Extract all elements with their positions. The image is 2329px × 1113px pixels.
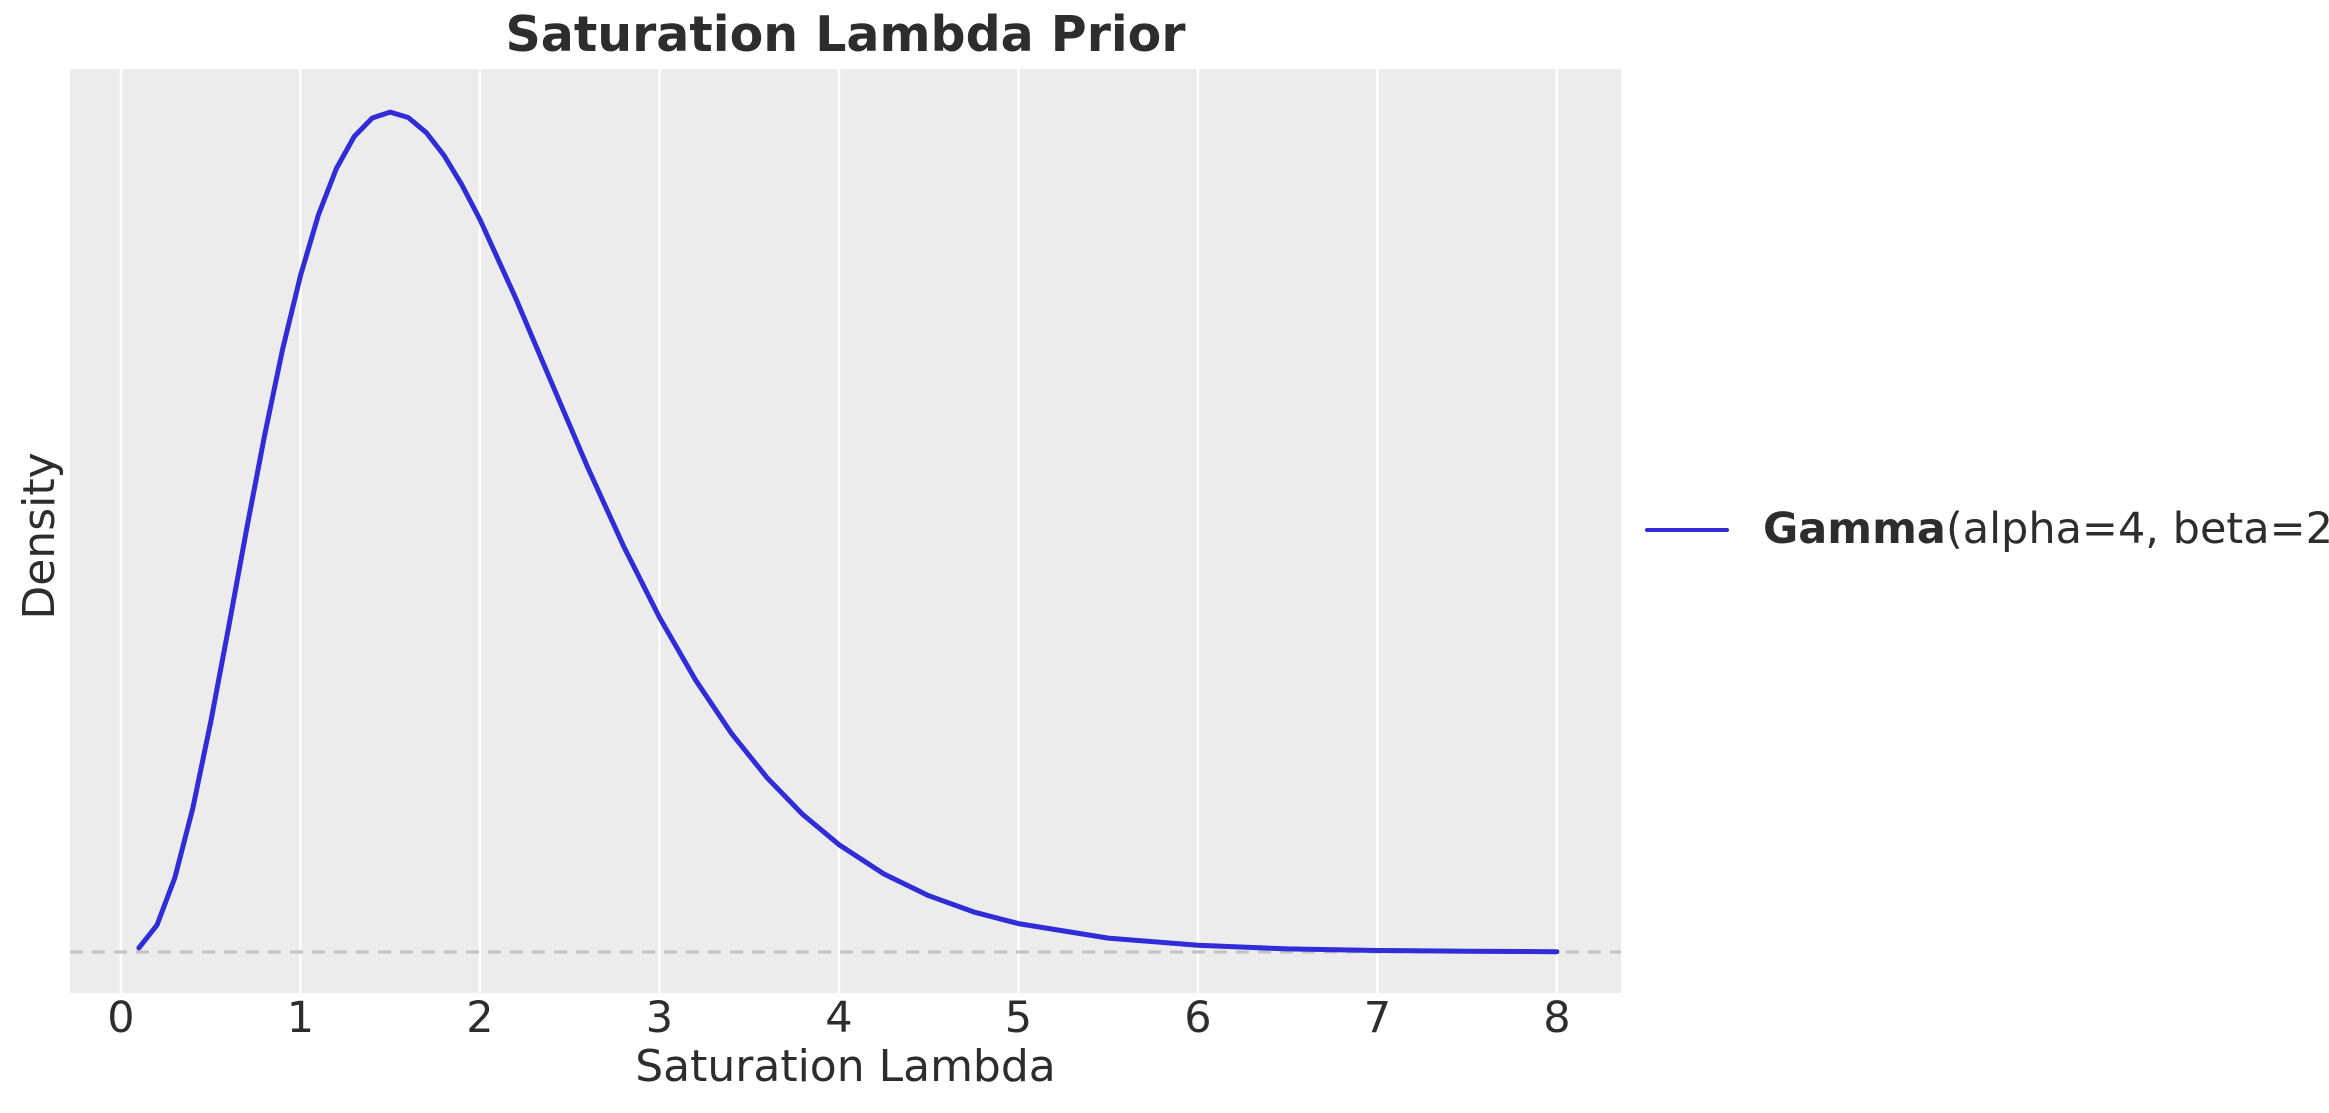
legend: Gamma(alpha=4, beta=2): [1645, 504, 2329, 556]
x-tick-label: 0: [107, 993, 135, 1043]
gamma-density-curve: [136, 109, 1560, 955]
plot-area: [70, 69, 1621, 993]
x-tick-label: 2: [466, 993, 494, 1043]
x-axis-label: Saturation Lambda: [635, 1041, 1056, 1092]
x-tick-label: 3: [645, 993, 674, 1043]
legend-line-gamma: [1645, 527, 1729, 532]
x-tick-label: 7: [1363, 993, 1392, 1043]
x-tick-label: 8: [1543, 993, 1571, 1043]
x-tick-label: 1: [286, 993, 315, 1043]
legend-label-distribution: Gamma: [1763, 504, 1946, 554]
legend-label: Gamma(alpha=4, beta=2): [1763, 504, 2329, 556]
plot-canvas: [70, 69, 1621, 993]
chart-title: Saturation Lambda Prior: [505, 6, 1186, 63]
x-tick-label: 4: [825, 993, 853, 1043]
x-tick-label: 5: [1004, 993, 1033, 1043]
legend-label-parameters: (alpha=4, beta=2): [1945, 504, 2329, 554]
x-tick-label: 6: [1184, 993, 1212, 1043]
y-axis-label: Density: [13, 452, 65, 620]
